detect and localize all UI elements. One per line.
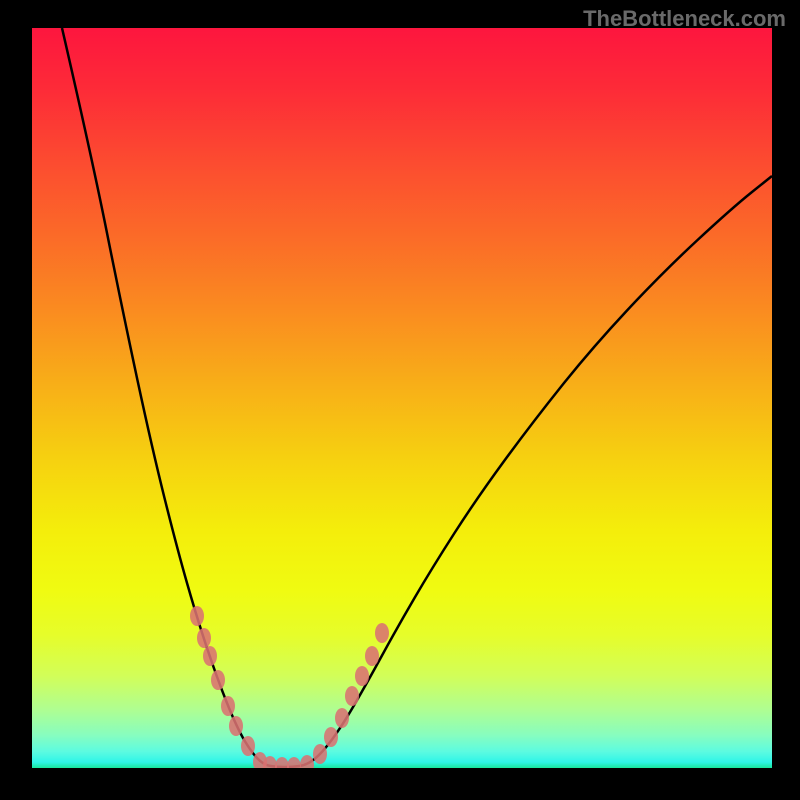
- data-marker: [190, 606, 204, 626]
- data-marker: [365, 646, 379, 666]
- data-marker: [197, 628, 211, 648]
- data-marker: [221, 696, 235, 716]
- plot-svg: [32, 28, 772, 768]
- data-marker: [335, 708, 349, 728]
- data-marker: [355, 666, 369, 686]
- bottleneck-plot: [32, 28, 772, 768]
- data-marker: [211, 670, 225, 690]
- data-marker: [241, 736, 255, 756]
- data-marker: [375, 623, 389, 643]
- data-marker: [324, 727, 338, 747]
- data-marker: [203, 646, 217, 666]
- watermark-text: TheBottleneck.com: [583, 6, 786, 32]
- data-marker: [229, 716, 243, 736]
- gradient-background: [32, 28, 772, 768]
- data-marker: [345, 686, 359, 706]
- data-marker: [313, 744, 327, 764]
